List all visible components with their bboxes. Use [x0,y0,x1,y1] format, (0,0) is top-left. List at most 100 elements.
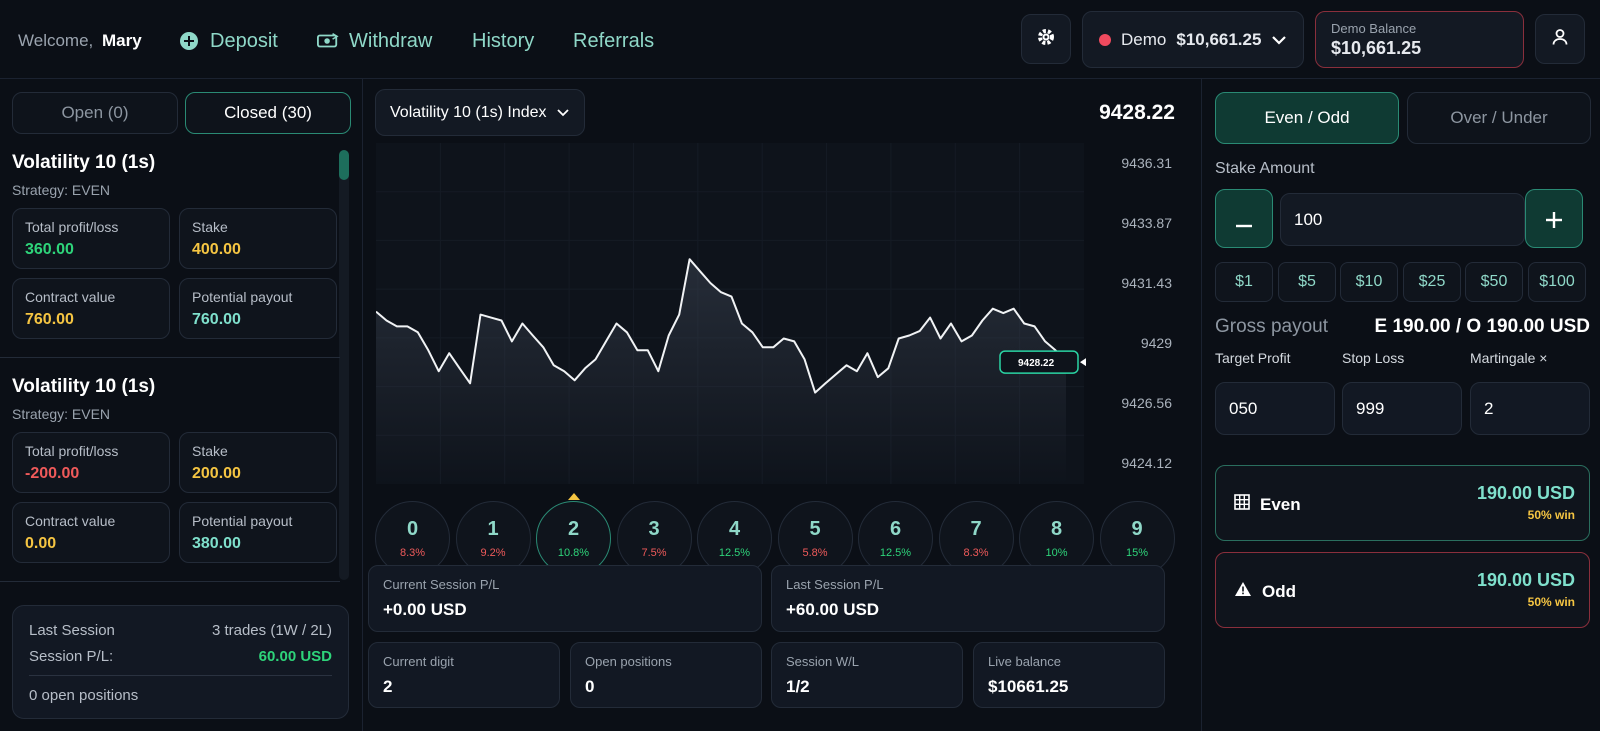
tab-open[interactable]: Open (0) [12,92,178,134]
card-label: Stake [192,219,324,235]
demo-balance-label: Demo Balance [1331,21,1508,36]
card-value: 760.00 [25,311,157,329]
card-label: Stake [192,443,324,459]
card-label: Total profit/loss [25,443,157,459]
card-stake: Stake 400.00 [179,208,337,269]
digit-percentage: 10% [1045,547,1067,559]
user-icon [1551,28,1569,51]
demo-balance-value: $10,661.25 [1331,38,1508,59]
stop-loss-label: Stop Loss [1342,350,1404,366]
card-label: Potential payout [192,289,324,305]
stat-label: Live balance [988,654,1150,669]
card-value: 0.00 [25,535,157,553]
stat-value: $10661.25 [988,677,1150,697]
plus-icon [1546,203,1562,235]
nav-referrals[interactable]: Referrals [573,26,654,56]
current-price: 9428.22 [1099,101,1175,125]
stop-loss-input[interactable] [1342,382,1462,435]
price-chart[interactable]: 9436.31 9433.87 9431.43 9429 9426.56 9424.12 9… [376,143,1176,493]
stat-label: Last Session P/L [786,577,1150,592]
warning-icon [1234,581,1252,602]
decrease-stake-button[interactable] [1215,189,1273,248]
digit-number: 6 [890,518,901,541]
user-name: Mary [102,31,142,50]
settings-button[interactable] [1021,14,1071,64]
card-value: 200.00 [192,465,324,483]
chart-panel: Volatility 10 (1s) Index 9428.22 9436.31… [364,79,1200,731]
target-profit-label: Target Profit [1215,350,1290,366]
profile-button[interactable] [1535,14,1585,64]
stat-value: 0 [585,677,747,697]
digit-percentage: 12.5% [719,547,750,559]
chip-1[interactable]: $1 [1215,262,1273,302]
positions-scroll-thumb[interactable] [339,150,349,180]
tab-closed[interactable]: Closed (30) [185,92,351,134]
stat-last-session: Last Session P/L +60.00 USD [771,565,1165,632]
cash-icon [317,30,339,52]
martingale-input[interactable] [1470,382,1590,435]
digit-number: 2 [568,518,579,541]
open-positions-text: 0 open positions [29,687,138,704]
stat-current-session: Current Session P/L +0.00 USD [368,565,762,632]
minus-icon [1236,203,1252,235]
odd-label-row: Odd [1234,581,1296,602]
y-tick-label: 9426.56 [1121,395,1172,411]
digit-number: 8 [1051,518,1062,541]
gross-payout-value: E 190.00 / O 190.00 USD [1375,316,1590,338]
chevron-down-icon [1271,30,1287,50]
nav-deposit[interactable]: Deposit [178,26,278,56]
card-label: Contract value [25,289,157,305]
session-separator [29,675,332,676]
current-digit-pointer-icon [568,493,580,500]
top-header: Welcome, Mary Deposit Withdraw History R… [0,0,1600,79]
current-price-tag-label: 9428.22 [1018,358,1055,369]
stat-session-wl: Session W/L 1/2 [771,642,963,708]
chip-5[interactable]: $5 [1278,262,1336,302]
chip-10[interactable]: $10 [1340,262,1398,302]
position-strategy: Strategy: EVEN [12,406,337,422]
positions-scrollbar[interactable] [339,150,349,580]
card-label: Potential payout [192,513,324,529]
gross-payout-label: Gross payout [1215,316,1328,338]
session-pl-label: Session P/L: [29,648,113,665]
chevron-down-icon [557,104,569,122]
plus-circle-icon [178,30,200,52]
odd-win-rate: 50% win [1477,595,1575,609]
even-button[interactable]: Even 190.00 USD 50% win [1215,465,1590,541]
card-label: Total profit/loss [25,219,157,235]
even-label: Even [1260,495,1301,515]
tab-even-odd[interactable]: Even / Odd [1215,92,1399,144]
nav-history[interactable]: History [472,26,534,56]
tab-over-under[interactable]: Over / Under [1407,92,1591,144]
stat-value: 1/2 [786,677,948,697]
demo-balance-box: Demo Balance $10,661.25 [1315,11,1524,68]
position-item: Volatility 10 (1s) Strategy: EVEN Total … [12,376,337,576]
account-selector[interactable]: Demo $10,661.25 [1082,11,1304,68]
symbol-dropdown[interactable]: Volatility 10 (1s) Index [375,89,585,136]
stake-amount-input[interactable] [1280,193,1525,246]
chip-100[interactable]: $100 [1528,262,1586,302]
digit-percentage: 8.3% [963,547,988,559]
position-strategy: Strategy: EVEN [12,182,337,198]
session-row: Last Session 3 trades (1W / 2L) [29,622,332,639]
session-row: Session P/L: 60.00 USD [29,648,332,665]
stat-label: Current Session P/L [383,577,747,592]
increase-stake-button[interactable] [1525,189,1583,248]
target-profit-input[interactable] [1215,382,1335,435]
position-item: Volatility 10 (1s) Strategy: EVEN Total … [12,152,337,352]
welcome-label: Welcome, [18,31,93,50]
stat-current-digit: Current digit 2 [368,642,560,708]
stat-label: Current digit [383,654,545,669]
chip-50[interactable]: $50 [1465,262,1523,302]
y-tick-label: 9433.87 [1121,215,1172,231]
digit-percentage: 10.8% [558,547,589,559]
last-session-label: Last Session [29,622,115,639]
chip-25[interactable]: $25 [1403,262,1461,302]
digit-number: 7 [970,518,981,541]
symbol-name: Volatility 10 (1s) Index [390,104,547,122]
odd-payout: 190.00 USD 50% win [1477,570,1575,609]
card-contract-value: Contract value 760.00 [12,278,170,339]
nav-withdraw[interactable]: Withdraw [317,26,432,56]
odd-button[interactable]: Odd 190.00 USD 50% win [1215,552,1590,628]
card-value: 360.00 [25,241,157,259]
